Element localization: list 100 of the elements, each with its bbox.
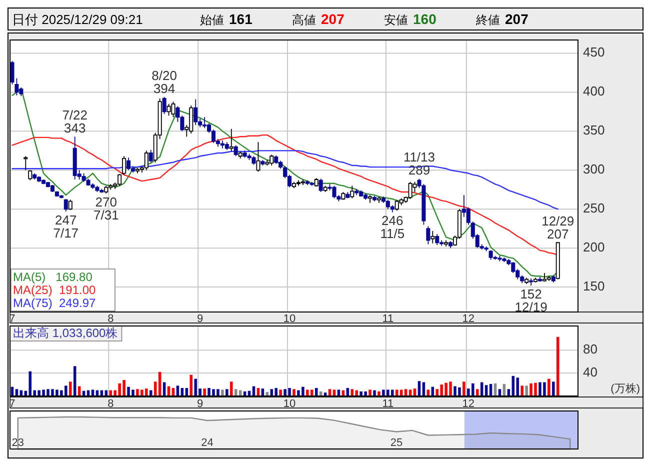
candlestick bbox=[68, 199, 72, 210]
bar bbox=[525, 386, 528, 396]
bar bbox=[274, 388, 278, 396]
y-tick-label: 350 bbox=[583, 122, 605, 138]
candlestick bbox=[148, 149, 153, 163]
candlestick bbox=[430, 230, 435, 244]
x-tick-label: 8 bbox=[108, 398, 114, 410]
candlestick bbox=[350, 185, 354, 199]
candlestick bbox=[556, 242, 560, 280]
candlestick bbox=[171, 101, 176, 118]
x-tick-label: 24 bbox=[201, 437, 214, 449]
candlestick bbox=[28, 170, 32, 181]
x-tick-label: 25 bbox=[390, 437, 403, 449]
candlestick bbox=[551, 274, 556, 283]
candlestick bbox=[90, 182, 95, 190]
x-tick-label: 12 bbox=[462, 398, 475, 410]
candlestick bbox=[234, 144, 238, 157]
candlestick bbox=[238, 151, 242, 159]
candlestick bbox=[292, 181, 296, 189]
text: 安値 bbox=[384, 13, 408, 27]
candlestick bbox=[256, 142, 260, 172]
text: MA(75) 249.97 bbox=[13, 296, 96, 310]
bar bbox=[190, 374, 193, 396]
candlestick bbox=[50, 184, 55, 192]
bar bbox=[279, 390, 282, 396]
text: 161 bbox=[229, 11, 253, 27]
annotation: 11/13 289 bbox=[403, 150, 436, 178]
bar bbox=[516, 378, 520, 396]
candlestick bbox=[323, 185, 328, 192]
candlestick bbox=[252, 156, 256, 166]
candlestick bbox=[126, 157, 131, 171]
annotation: 7/22 343 bbox=[62, 108, 88, 136]
y-tick-label: 400 bbox=[583, 84, 605, 99]
candlestick bbox=[64, 198, 68, 212]
candlestick bbox=[59, 194, 64, 199]
y-tick-label: 80 bbox=[583, 342, 598, 357]
candlestick bbox=[538, 276, 542, 282]
candlestick bbox=[274, 154, 278, 164]
x-tick-label: 11 bbox=[382, 313, 394, 325]
chart-title: 出来高 1,033,600株 bbox=[13, 326, 118, 340]
bar bbox=[149, 390, 152, 396]
x-tick-label: 10 bbox=[283, 398, 296, 410]
y-tick-label: 40 bbox=[583, 364, 598, 380]
candlestick bbox=[546, 276, 551, 282]
bar bbox=[292, 389, 296, 396]
bar bbox=[109, 390, 112, 396]
bar bbox=[226, 389, 228, 396]
annotation: 247 7/17 bbox=[53, 212, 79, 240]
candlestick bbox=[300, 179, 305, 186]
text: MA(25) 191.00 bbox=[13, 283, 96, 297]
bar bbox=[520, 386, 524, 396]
candlestick bbox=[368, 194, 372, 204]
text: 終値 bbox=[475, 13, 500, 27]
candlestick bbox=[376, 196, 381, 204]
candlestick bbox=[435, 234, 440, 246]
annotation: 12/29 207 bbox=[542, 214, 574, 242]
candlestick bbox=[332, 185, 336, 199]
candlestick bbox=[104, 185, 108, 194]
candlestick bbox=[524, 277, 529, 284]
text: 日付 2025/12/29 09:21 bbox=[12, 12, 143, 27]
candlestick bbox=[529, 278, 534, 286]
candlestick bbox=[372, 195, 377, 202]
candlestick bbox=[533, 277, 538, 283]
candlestick bbox=[194, 98, 198, 126]
candlestick bbox=[341, 192, 346, 200]
bar bbox=[203, 388, 206, 396]
annotation: 8/20 394 bbox=[152, 68, 177, 96]
bar bbox=[378, 391, 380, 396]
bar bbox=[355, 390, 358, 396]
bar bbox=[230, 382, 233, 396]
bar bbox=[395, 390, 398, 396]
text: 160 bbox=[413, 11, 437, 27]
annotation: 152 12/19 bbox=[514, 286, 548, 314]
candlestick bbox=[310, 181, 314, 186]
text: 207 bbox=[321, 11, 345, 27]
candlestick bbox=[144, 150, 148, 171]
x-tick-label: 9 bbox=[197, 398, 204, 410]
candlestick bbox=[318, 178, 323, 192]
bar bbox=[556, 336, 560, 396]
text: MA(5) 169.80 bbox=[13, 270, 93, 284]
annotation: 246 11/5 bbox=[380, 213, 405, 242]
text: 始値 bbox=[200, 13, 224, 27]
candlestick bbox=[314, 178, 318, 187]
y-axis-title: (万株) bbox=[610, 382, 640, 395]
bar bbox=[28, 371, 32, 396]
bar bbox=[476, 389, 479, 396]
candlestick bbox=[162, 96, 166, 114]
bar bbox=[552, 382, 555, 396]
candlestick bbox=[260, 160, 265, 166]
candlestick bbox=[346, 192, 350, 199]
candlestick bbox=[354, 188, 359, 196]
text: 207 bbox=[505, 11, 529, 27]
y-tick-label: 150 bbox=[583, 278, 605, 294]
candlestick bbox=[14, 78, 19, 96]
candlestick bbox=[229, 128, 234, 152]
x-tick-label: 12 bbox=[462, 313, 475, 325]
candlestick bbox=[444, 240, 448, 247]
candlestick bbox=[32, 172, 37, 180]
annotation: 270 7/31 bbox=[94, 194, 119, 223]
y-tick-label: 300 bbox=[583, 162, 605, 177]
